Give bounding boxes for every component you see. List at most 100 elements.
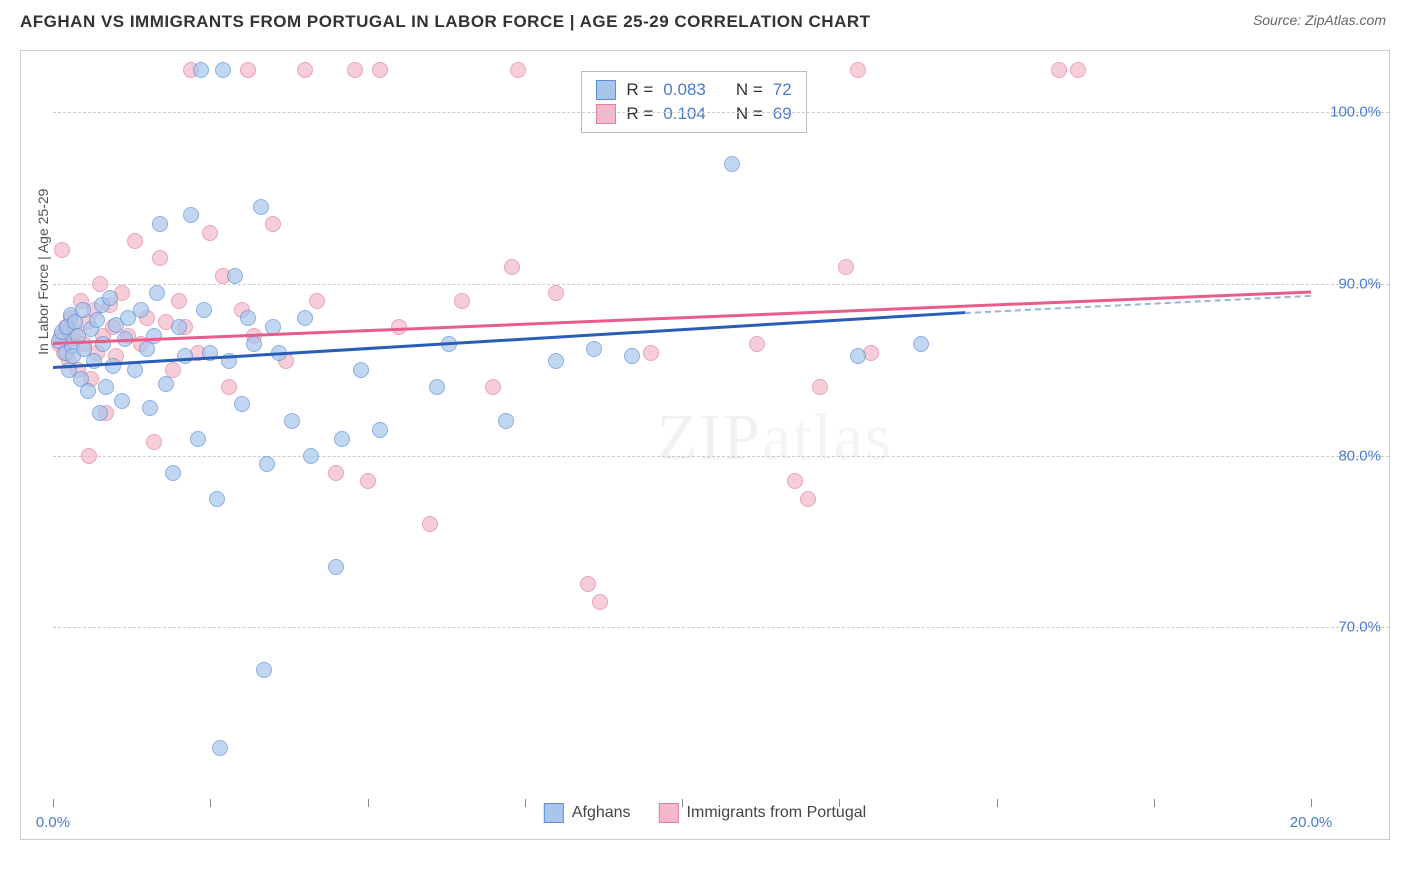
point-series1 [114, 393, 130, 409]
point-series1 [548, 353, 564, 369]
point-series1 [429, 379, 445, 395]
stats-legend: R = 0.083 N = 72 R = 0.104 N = 69 [581, 71, 806, 133]
legend-item-afghans: Afghans [544, 803, 631, 823]
point-series1 [127, 362, 143, 378]
watermark: ZIPatlas [657, 400, 893, 476]
gridline [53, 112, 1389, 113]
swatch-series1-icon [544, 803, 564, 823]
point-series2 [812, 379, 828, 395]
gridline [53, 456, 1389, 457]
bottom-legend: Afghans Immigrants from Portugal [544, 803, 866, 823]
point-series1 [256, 662, 272, 678]
point-series1 [850, 348, 866, 364]
point-series1 [246, 336, 262, 352]
point-series1 [183, 207, 199, 223]
r-label: R = [626, 104, 653, 124]
point-series1 [193, 62, 209, 78]
point-series2 [152, 250, 168, 266]
swatch-series1-icon [596, 80, 616, 100]
point-series1 [212, 740, 228, 756]
point-series1 [190, 431, 206, 447]
point-series1 [86, 353, 102, 369]
point-series1 [142, 400, 158, 416]
point-series1 [152, 216, 168, 232]
plot-area: In Labor Force | Age 25-29 ZIPatlas R = … [53, 61, 1311, 799]
point-series1 [240, 310, 256, 326]
point-series1 [196, 302, 212, 318]
point-series2 [202, 225, 218, 241]
point-series2 [580, 576, 596, 592]
point-series1 [372, 422, 388, 438]
point-series1 [139, 341, 155, 357]
source-label: Source: ZipAtlas.com [1253, 12, 1386, 28]
x-tick-label: 0.0% [36, 814, 70, 831]
point-series2 [265, 216, 281, 232]
point-series2 [240, 62, 256, 78]
point-series1 [92, 405, 108, 421]
n-label: N = [736, 80, 763, 100]
point-series2 [548, 285, 564, 301]
point-series1 [177, 348, 193, 364]
n-value: 69 [773, 104, 792, 124]
x-tick [1311, 799, 1312, 807]
point-series1 [146, 328, 162, 344]
point-series1 [334, 431, 350, 447]
point-series1 [75, 302, 91, 318]
point-series2 [643, 345, 659, 361]
point-series2 [1070, 62, 1086, 78]
point-series2 [850, 62, 866, 78]
point-series2 [297, 62, 313, 78]
legend-item-portugal: Immigrants from Portugal [659, 803, 867, 823]
point-series1 [165, 465, 181, 481]
y-tick-label: 90.0% [1338, 276, 1381, 293]
point-series2 [485, 379, 501, 395]
point-series2 [127, 233, 143, 249]
point-series2 [454, 293, 470, 309]
stats-row-2: R = 0.104 N = 69 [596, 102, 791, 126]
swatch-series2-icon [596, 104, 616, 124]
r-value: 0.104 [663, 104, 706, 124]
y-axis-label: In Labor Force | Age 25-29 [35, 189, 51, 355]
point-series1 [80, 383, 96, 399]
point-series1 [215, 62, 231, 78]
point-series1 [303, 448, 319, 464]
point-series2 [81, 448, 97, 464]
point-series1 [284, 413, 300, 429]
point-series1 [171, 319, 187, 335]
x-tick-label: 20.0% [1290, 814, 1333, 831]
point-series2 [360, 473, 376, 489]
point-series2 [309, 293, 325, 309]
swatch-series2-icon [659, 803, 679, 823]
point-series2 [592, 594, 608, 610]
point-series1 [913, 336, 929, 352]
chart-container: In Labor Force | Age 25-29 ZIPatlas R = … [20, 50, 1390, 840]
point-series2 [146, 434, 162, 450]
point-series2 [372, 62, 388, 78]
point-series2 [838, 259, 854, 275]
point-series1 [89, 312, 105, 328]
point-series2 [221, 379, 237, 395]
point-series1 [624, 348, 640, 364]
point-series2 [171, 293, 187, 309]
point-series1 [95, 336, 111, 352]
point-series2 [510, 62, 526, 78]
point-series2 [328, 465, 344, 481]
point-series1 [297, 310, 313, 326]
point-series1 [227, 268, 243, 284]
point-series1 [209, 491, 225, 507]
x-tick [53, 799, 54, 807]
n-label: N = [736, 104, 763, 124]
point-series1 [158, 376, 174, 392]
point-series1 [102, 290, 118, 306]
point-series2 [800, 491, 816, 507]
legend-label: Immigrants from Portugal [687, 804, 867, 822]
point-series1 [328, 559, 344, 575]
point-series1 [586, 341, 602, 357]
point-series2 [504, 259, 520, 275]
gridline [53, 627, 1389, 628]
legend-label: Afghans [572, 804, 631, 822]
point-series1 [724, 156, 740, 172]
r-value: 0.083 [663, 80, 706, 100]
n-value: 72 [773, 80, 792, 100]
point-series1 [253, 199, 269, 215]
